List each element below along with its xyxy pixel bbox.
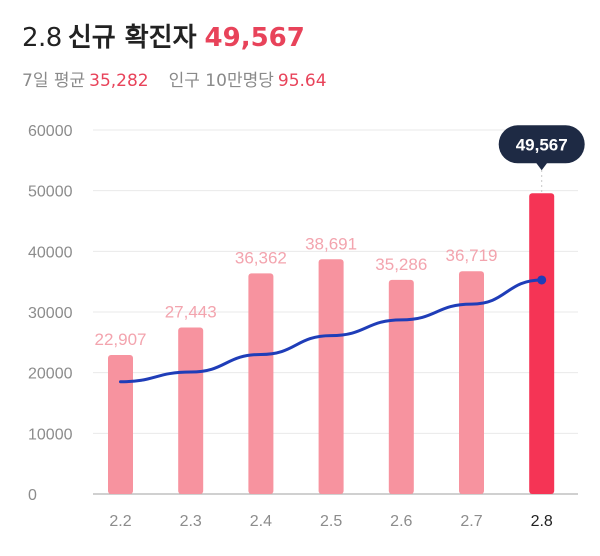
bar xyxy=(248,273,274,494)
bar-value-label: 27,443 xyxy=(165,303,217,322)
avg-value: 35,282 xyxy=(89,71,149,91)
x-tick-label: 2.5 xyxy=(320,513,342,530)
bar-value-label: 35,286 xyxy=(375,255,427,274)
title-line: 2.8 신규 확진자 49,567 xyxy=(22,20,327,56)
average-point xyxy=(537,275,547,285)
header-date: 2.8 xyxy=(22,23,62,53)
bar xyxy=(178,327,204,494)
bar xyxy=(529,193,555,495)
value-callout xyxy=(498,125,585,164)
x-tick-label: 2.8 xyxy=(531,513,553,530)
bar xyxy=(318,259,344,494)
y-tick-label: 30000 xyxy=(28,305,73,322)
callout-pointer xyxy=(535,162,548,171)
bar xyxy=(108,355,133,494)
y-tick-label: 0 xyxy=(28,487,37,504)
header-label: 신규 확진자 xyxy=(67,23,197,53)
x-tick-label: 2.6 xyxy=(390,513,412,530)
avg-label: 7일 평균 xyxy=(22,71,86,91)
y-tick-label: 60000 xyxy=(28,123,73,140)
chart-header: 2.8 신규 확진자 49,567 7일 평균 35,282 인구 10만명당 95.64 xyxy=(22,20,327,91)
header-total: 49,567 xyxy=(204,23,305,53)
x-tick-label: 2.2 xyxy=(109,513,131,530)
per-capita-value: 95.64 xyxy=(277,71,327,91)
y-tick-label: 50000 xyxy=(28,184,73,201)
x-tick-label: 2.4 xyxy=(250,513,272,530)
bar-value-label: 36,362 xyxy=(235,248,287,267)
callout-label: 49,567 xyxy=(516,135,568,154)
bar xyxy=(388,279,414,494)
y-tick-label: 10000 xyxy=(28,426,73,443)
bar-value-label: 38,691 xyxy=(305,234,357,253)
y-tick-label: 40000 xyxy=(28,244,73,261)
x-tick-label: 2.7 xyxy=(460,513,482,530)
per-capita-label: 인구 10만명당 xyxy=(168,71,274,91)
average-line xyxy=(119,278,544,384)
y-tick-label: 20000 xyxy=(28,366,73,383)
subtitle-line: 7일 평균 35,282 인구 10만명당 95.64 xyxy=(22,66,327,91)
bar-value-label: 22,907 xyxy=(95,330,147,349)
bar-value-label: 36,719 xyxy=(446,246,498,265)
bar xyxy=(459,271,484,494)
x-tick-label: 2.3 xyxy=(180,513,202,530)
